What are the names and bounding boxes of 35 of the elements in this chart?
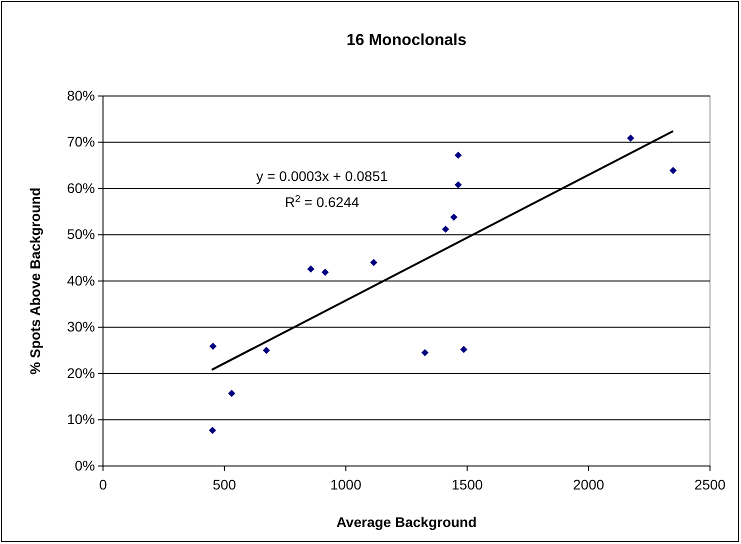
point xyxy=(322,268,329,276)
point xyxy=(627,134,634,142)
x-tick-label: 500 xyxy=(212,476,236,492)
chart-title: 16 Monoclonals xyxy=(346,32,467,49)
y-tick-label: 60% xyxy=(66,180,95,196)
y-tick-label: 50% xyxy=(66,226,95,242)
x-tick-label: 2000 xyxy=(573,476,604,492)
point xyxy=(262,346,270,354)
x-axis-title: Average Background xyxy=(336,514,477,530)
x-tick-label: 2500 xyxy=(694,476,726,492)
y-tick-label: 0% xyxy=(74,457,95,474)
point xyxy=(421,349,429,356)
point xyxy=(450,214,458,221)
y-tick-label: 80% xyxy=(66,87,95,104)
y-tick-label: 70% xyxy=(66,134,95,150)
point xyxy=(228,390,236,397)
point xyxy=(442,226,450,233)
y-tick-label: 10% xyxy=(66,411,95,428)
x-tick-label: 1000 xyxy=(330,476,362,492)
y-axis-title: % Spots Above Background xyxy=(27,188,43,374)
point xyxy=(209,342,217,350)
point xyxy=(460,346,468,354)
point xyxy=(208,426,216,434)
point xyxy=(669,166,677,174)
annotation: y = 0.0003x + 0.0851 xyxy=(256,168,388,184)
point xyxy=(454,152,462,159)
x-tick-label: 1500 xyxy=(452,476,483,492)
y-tick-label: 40% xyxy=(66,272,95,288)
x-tick-label: 0 xyxy=(99,476,108,492)
y-tick-label: 20% xyxy=(66,364,95,381)
point xyxy=(370,258,378,266)
y-tick-label: 30% xyxy=(66,318,95,335)
point xyxy=(307,265,314,273)
annotation: R$^{2}$ = 0.6244 xyxy=(284,194,360,210)
point xyxy=(454,181,462,188)
